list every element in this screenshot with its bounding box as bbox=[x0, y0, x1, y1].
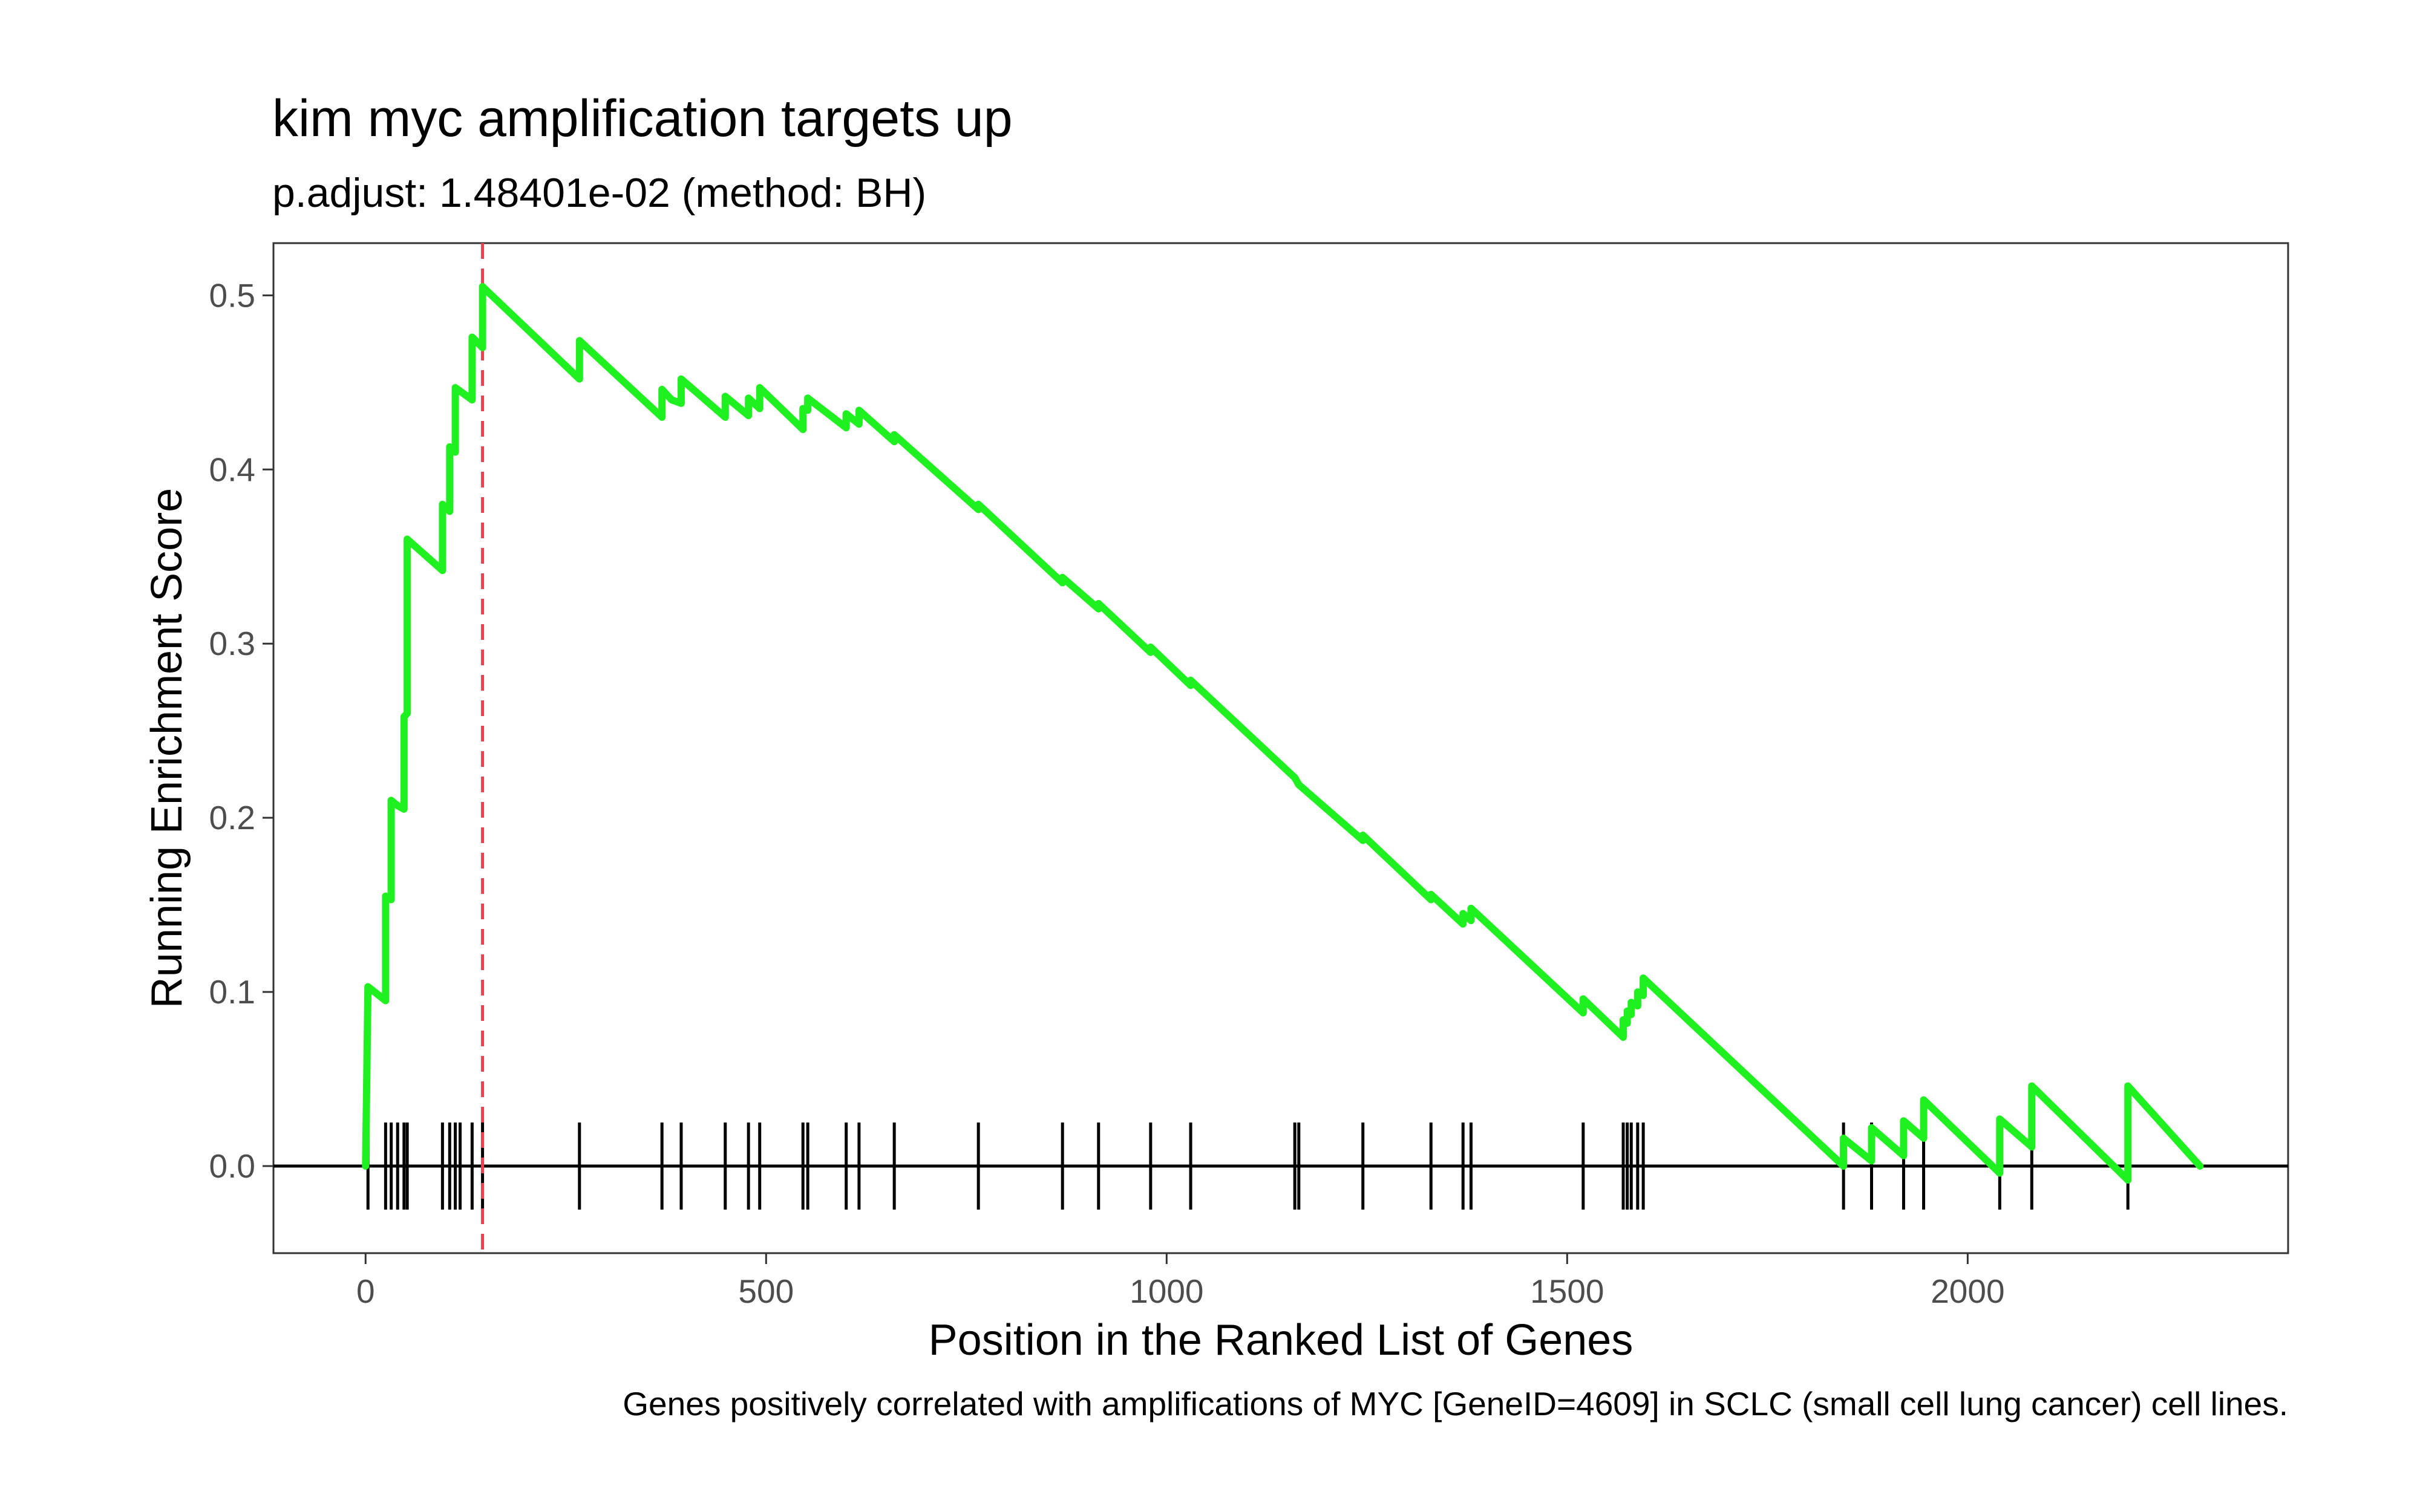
x-axis: 0 500 1000 1500 2000 bbox=[356, 1253, 2005, 1310]
chart-title: kim myc amplification targets up bbox=[272, 90, 1013, 148]
y-tick-label: 0.2 bbox=[209, 799, 255, 836]
y-tick-label: 0.5 bbox=[209, 276, 255, 314]
y-tick-label: 0.1 bbox=[209, 973, 255, 1011]
chart-caption: Genes positively correlated with amplifi… bbox=[623, 1385, 2288, 1422]
enrichment-score-line bbox=[362, 283, 2204, 1184]
plot-panel bbox=[272, 242, 2289, 1254]
x-tick-label: 500 bbox=[738, 1272, 794, 1310]
y-tick-label: 0.4 bbox=[209, 451, 255, 488]
x-axis-title: Position in the Ranked List of Genes bbox=[929, 1316, 1634, 1364]
y-tick-label: 0.3 bbox=[209, 625, 255, 662]
x-tick-label: 1000 bbox=[1130, 1272, 1203, 1310]
x-tick-label: 1500 bbox=[1530, 1272, 1604, 1310]
x-tick-label: 0 bbox=[356, 1272, 375, 1310]
y-axis-title: Running Enrichment Score bbox=[143, 488, 191, 1008]
y-tick-label: 0.0 bbox=[209, 1147, 255, 1185]
y-axis: 0.0 0.1 0.2 0.3 0.4 0.5 bbox=[209, 276, 273, 1185]
chart-subtitle: p.adjust: 1.48401e-02 (method: BH) bbox=[272, 170, 926, 216]
x-tick-label: 2000 bbox=[1931, 1272, 2004, 1310]
